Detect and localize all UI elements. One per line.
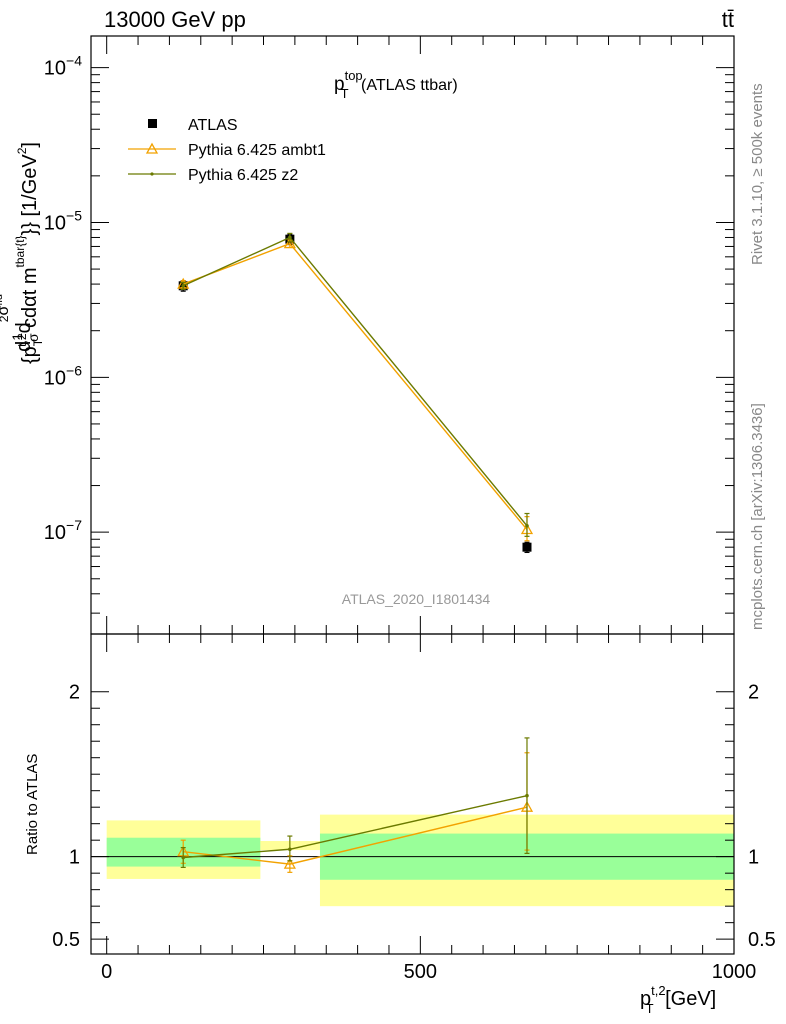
- x-tick-label: 0: [101, 961, 112, 983]
- xlabel-sup: t,2: [651, 983, 665, 998]
- legend: ATLAS Pythia 6.425 ambt1 Pythia 6.425 z2: [128, 117, 326, 184]
- data-point: [283, 237, 296, 249]
- series-line: [182, 236, 528, 527]
- ylabel-sq: 2: [0, 315, 11, 322]
- data-point: [288, 235, 292, 240]
- y-tick-label: 10−5: [44, 207, 82, 234]
- svg-text:d1σd2σfid{pTt,2 cdαt mtbar{t}}: d1σd2σfid{pTt,2 cdαt mtbar{t}}} [1/GeV2]: [0, 142, 45, 364]
- ylabel-sigma2: σ: [0, 306, 12, 316]
- ratio-plot-frame: [90, 633, 735, 955]
- title-sup: top: [345, 68, 363, 83]
- x-tick-label: 1000: [712, 961, 757, 983]
- x-axis-label: pt,2 T [GeV]: [640, 983, 716, 1016]
- ratio-y-tick-label: 0.5: [52, 929, 80, 951]
- ylabel-d: d: [13, 341, 35, 352]
- data-point: [525, 523, 529, 528]
- data-point: [522, 542, 532, 552]
- ylabel-curly: {p: [19, 346, 41, 364]
- legend-item-z2: Pythia 6.425 z2: [128, 167, 298, 184]
- title-rest: (ATLAS ttbar): [357, 77, 458, 94]
- ylabel-msup: tbar{t}: [13, 235, 27, 267]
- ylabel-close: }} [1/GeV: [19, 154, 41, 236]
- data-point: [181, 283, 186, 288]
- ylabel-t2: t,2: [15, 333, 29, 347]
- rivet-label: Rivet 3.1.10, ≥ 500k events: [749, 83, 766, 265]
- y-tick-base: 10: [44, 212, 66, 234]
- ylabel-gev2: 2: [15, 147, 29, 154]
- ratio-y-tick-label: 1: [69, 847, 80, 869]
- legend-item-ambt1: Pythia 6.425 ambt1: [128, 142, 326, 159]
- xlabel-sub: T: [646, 1001, 654, 1016]
- ratio-y-tick-label-right: 2: [748, 682, 759, 704]
- data-point: [288, 847, 292, 852]
- ylabel-one: 1: [9, 333, 25, 341]
- y-tick-base: 10: [44, 58, 66, 80]
- y-tick-label: 10−6: [44, 362, 82, 389]
- data-point: [181, 855, 186, 860]
- mcplots-label: mcplots.cern.ch [arXiv:1306.3436]: [749, 403, 766, 630]
- y-tick-base: 10: [44, 522, 66, 544]
- legend-label: Pythia 6.425 z2: [188, 167, 298, 184]
- ratio-y-axis-label: Ratio to ATLAS: [24, 754, 41, 855]
- y-tick-label: 10−7: [44, 517, 82, 544]
- legend-marker-triangle: [145, 142, 159, 154]
- title-main: p: [334, 74, 345, 95]
- y-tick-exponent: −4: [66, 53, 82, 69]
- main-panel: 10−710−610−510−4 ptop T (ATLAS ttbar) ATL…: [0, 35, 735, 635]
- ylabel-close2: ]: [19, 142, 41, 148]
- title-sub: T: [341, 86, 349, 101]
- x-tick-label: 500: [404, 961, 437, 983]
- data-point: [283, 857, 296, 869]
- header-left: 13000 GeV pp: [104, 7, 246, 32]
- legend-label: ATLAS: [188, 117, 238, 134]
- ratio-y-tick-label-right: 1: [748, 847, 759, 869]
- ratio-y-tick-label: 2: [69, 682, 80, 704]
- ylabel-rest: cdαt m: [19, 267, 41, 333]
- ratio-y-tick-label-right: 0.5: [748, 929, 776, 951]
- y-tick-base: 10: [44, 367, 66, 389]
- legend-item-atlas: ATLAS: [148, 117, 238, 134]
- main-y-axis-label: d1σd2σfid{pTt,2 cdαt mtbar{t}}} [1/GeV2]: [0, 142, 45, 364]
- ylabel-d2: d: [13, 322, 35, 333]
- y-tick-exponent: −7: [66, 517, 82, 533]
- legend-label: Pythia 6.425 ambt1: [188, 142, 326, 159]
- series-line: [182, 242, 528, 530]
- series-pythia-6-425-ambt1: [177, 237, 534, 542]
- legend-marker-square: [148, 119, 157, 128]
- plot-title: ptop T (ATLAS ttbar): [334, 68, 458, 101]
- ylabel-fid: fid: [0, 294, 5, 306]
- legend-marker-dot: [150, 172, 154, 176]
- series-pythia-6-425-z2: [180, 232, 530, 537]
- xlabel-rest: [GeV]: [660, 988, 717, 1010]
- header-right: tt̄: [722, 7, 734, 32]
- series-pythia-6-425-z2: [180, 737, 530, 869]
- y-tick-exponent: −5: [66, 207, 82, 223]
- y-tick-label: 10−4: [44, 53, 82, 80]
- ylabel-sigma: σ: [25, 333, 41, 342]
- ratio-panel: 0.5 0.5 1 1 2 2 0 500 1000 Ratio to ATLAS pt,2 T …: [24, 633, 776, 1016]
- y-tick-exponent: −6: [66, 362, 82, 378]
- analysis-id: ATLAS_2020_I1801434: [342, 591, 491, 607]
- ylabel-t-sub: T: [31, 338, 45, 346]
- xlabel-p: p: [640, 988, 651, 1010]
- data-point: [525, 793, 529, 798]
- series-atlas: [178, 233, 532, 554]
